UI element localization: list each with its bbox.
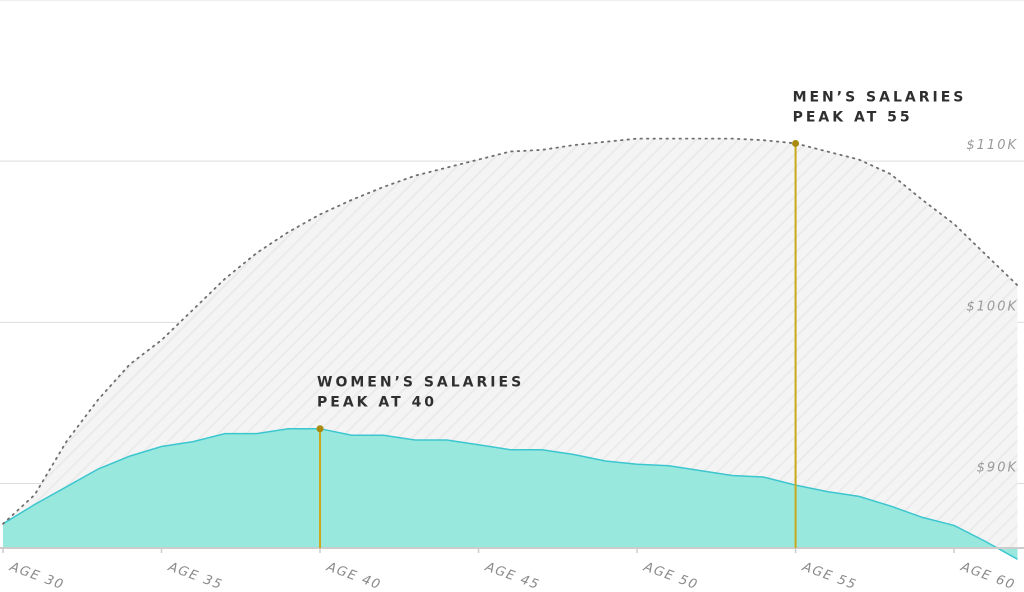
peak-marker-dot (792, 139, 800, 147)
womens-salary-line (2, 427, 1018, 560)
salary-gap-area (3, 138, 1018, 560)
mens-salary-line (2, 137, 1019, 525)
annotation-text: MEN’S SALARIES (793, 89, 967, 105)
x-tick-label: AGE 60 (958, 559, 1018, 592)
womens-salary-area (3, 428, 1018, 560)
x-tick-label: AGE 55 (799, 559, 859, 592)
y-tick-label: $110K (966, 138, 1018, 153)
x-tick-label: AGE 30 (7, 559, 67, 592)
peak-marker-dot (316, 425, 324, 433)
annotation-text: PEAK AT 55 (793, 109, 913, 125)
y-tick-label: $100K (966, 299, 1018, 314)
y-tick-label: $90K (977, 461, 1018, 476)
x-tick-label: AGE 35 (165, 559, 225, 592)
x-tick-label: AGE 40 (324, 559, 384, 592)
x-tick-label: AGE 45 (482, 559, 542, 592)
x-tick-label: AGE 50 (641, 559, 701, 592)
annotation-text: PEAK AT 40 (317, 395, 437, 411)
annotation-text: WOMEN’S SALARIES (317, 375, 524, 391)
